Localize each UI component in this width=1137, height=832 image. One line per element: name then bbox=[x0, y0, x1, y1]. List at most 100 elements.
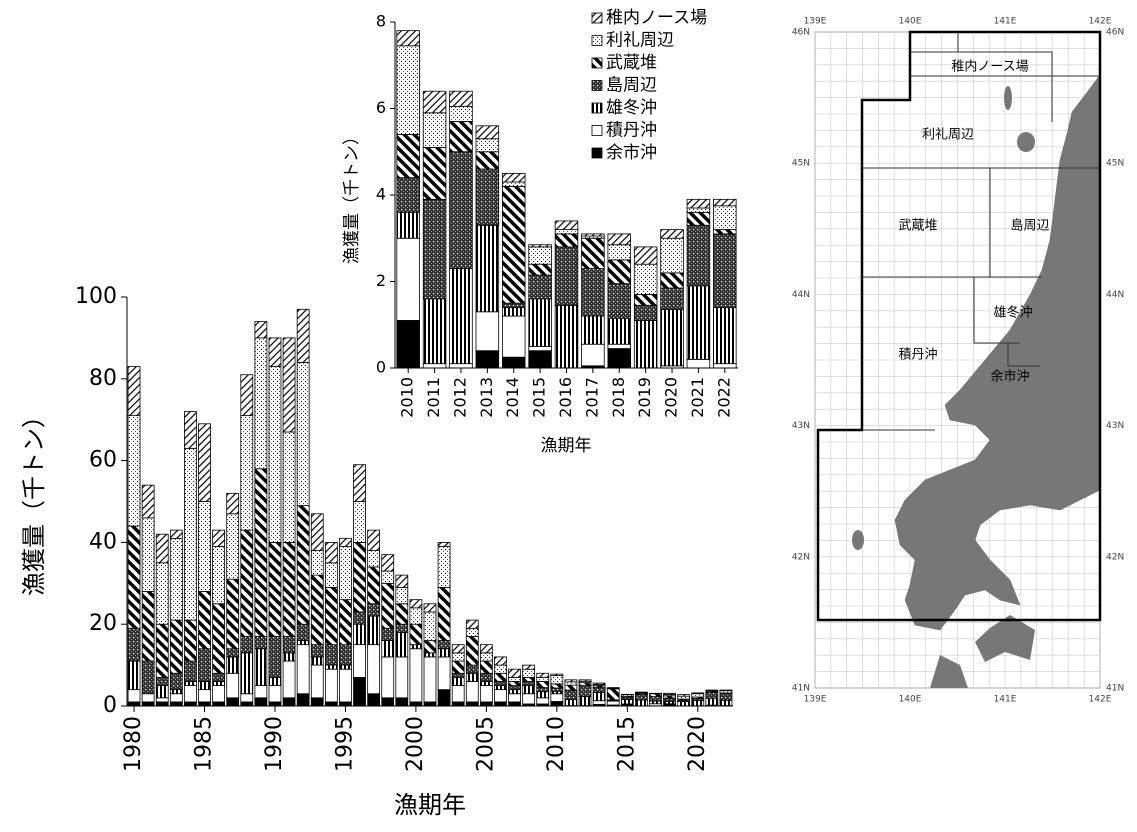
bar-segment bbox=[282, 431, 296, 543]
bar-segment bbox=[395, 656, 409, 699]
bar-segment bbox=[226, 578, 240, 650]
bar-segment bbox=[310, 644, 324, 658]
bar-segment bbox=[607, 317, 632, 345]
bar-segment bbox=[451, 676, 465, 686]
bar-segment bbox=[155, 562, 169, 625]
bar-segment bbox=[240, 693, 254, 703]
legend-label: 利礼周辺 bbox=[606, 31, 674, 51]
bar-segment bbox=[169, 701, 183, 707]
bar-segment bbox=[198, 501, 211, 592]
bar-segment bbox=[212, 685, 225, 703]
x-tick-label: 2012 bbox=[450, 377, 469, 418]
bar-segment bbox=[381, 627, 395, 641]
bar-segment bbox=[649, 693, 662, 697]
bar-segment bbox=[677, 695, 691, 700]
bar-segment bbox=[409, 599, 423, 609]
bar-segment bbox=[324, 664, 338, 670]
bar-segment bbox=[254, 685, 268, 699]
bar-segment bbox=[141, 517, 155, 592]
bar-segment bbox=[437, 648, 451, 658]
bar-segment bbox=[592, 686, 606, 693]
bar-segment bbox=[536, 672, 550, 678]
bar-segment bbox=[494, 689, 507, 703]
bar-segment bbox=[719, 689, 733, 692]
x-axis-label: 漁期年 bbox=[541, 436, 592, 456]
bar-segment bbox=[635, 691, 648, 694]
bar-segment bbox=[409, 607, 423, 625]
bar-segment bbox=[367, 566, 381, 605]
bar-segment bbox=[127, 689, 141, 703]
bar-segment bbox=[550, 675, 564, 685]
bar-segment bbox=[268, 701, 282, 707]
bar-segment bbox=[198, 591, 211, 650]
bar-segment bbox=[691, 692, 705, 695]
bar-segment bbox=[169, 619, 183, 674]
bar-segment bbox=[339, 546, 352, 601]
bar-segment bbox=[686, 285, 711, 360]
bar-segment bbox=[451, 652, 465, 662]
bar-segment bbox=[437, 656, 451, 691]
bar-segment bbox=[381, 640, 395, 658]
bar-segment bbox=[475, 350, 500, 369]
bar-segment bbox=[240, 415, 254, 531]
bar-segment bbox=[395, 603, 409, 625]
bar-segment bbox=[141, 484, 155, 519]
bar-segment bbox=[141, 693, 155, 703]
bar-segment bbox=[268, 676, 282, 686]
bar-segment bbox=[449, 90, 473, 107]
bar-segment bbox=[564, 699, 578, 706]
bar-segment bbox=[536, 676, 550, 682]
bar-segment bbox=[423, 652, 437, 658]
bar-segment bbox=[522, 685, 536, 695]
bar-segment bbox=[550, 693, 564, 702]
lon-label: 142E bbox=[1089, 17, 1112, 27]
bar-segment bbox=[554, 229, 579, 235]
bar-segment bbox=[451, 660, 465, 674]
bar-segment bbox=[155, 676, 169, 686]
bar-segment bbox=[155, 623, 169, 678]
region-label: 雄冬沖 bbox=[993, 305, 1032, 321]
bar-segment bbox=[501, 307, 526, 317]
bar-segment bbox=[240, 636, 254, 654]
bar-segment bbox=[508, 685, 521, 691]
x-tick-label: 1995 bbox=[332, 716, 357, 772]
lat-label: 44N bbox=[792, 290, 810, 300]
bar-segment bbox=[528, 274, 552, 300]
bar-segment bbox=[184, 701, 197, 707]
bar-segment bbox=[212, 529, 225, 547]
x-tick-label: 2010 bbox=[398, 377, 417, 418]
bar-segment bbox=[155, 701, 169, 707]
bar-segment bbox=[367, 603, 381, 617]
x-tick-label: 2000 bbox=[403, 716, 428, 772]
bar-segment bbox=[677, 701, 691, 707]
bar-segment bbox=[607, 343, 632, 349]
bar-segment bbox=[226, 492, 240, 515]
bar-segment bbox=[633, 246, 658, 265]
bar-segment bbox=[381, 656, 395, 699]
bar-segment bbox=[396, 237, 420, 321]
bar-segment bbox=[169, 672, 183, 691]
bar-segment bbox=[409, 623, 423, 646]
legend-swatch bbox=[591, 125, 603, 136]
bar-segment bbox=[396, 211, 420, 239]
bar-segment bbox=[353, 623, 366, 646]
bar-segment bbox=[607, 244, 632, 261]
bar-segment bbox=[437, 586, 451, 641]
x-tick-label: 2018 bbox=[609, 377, 628, 418]
bar-segment bbox=[437, 542, 451, 547]
bar-segment bbox=[550, 673, 564, 676]
y-tick-label: 0 bbox=[103, 693, 117, 718]
bar-segment bbox=[528, 345, 552, 352]
bar-segment bbox=[479, 701, 493, 707]
bar-segment bbox=[169, 689, 183, 695]
bar-segment bbox=[451, 685, 465, 703]
lat-label: 43N bbox=[792, 421, 810, 431]
bar-segment bbox=[310, 574, 324, 646]
bar-segment bbox=[528, 298, 552, 347]
lat-label: 41N bbox=[792, 684, 810, 694]
bar-segment bbox=[310, 550, 324, 576]
bar-segment bbox=[226, 672, 240, 699]
bar-segment bbox=[422, 198, 447, 300]
